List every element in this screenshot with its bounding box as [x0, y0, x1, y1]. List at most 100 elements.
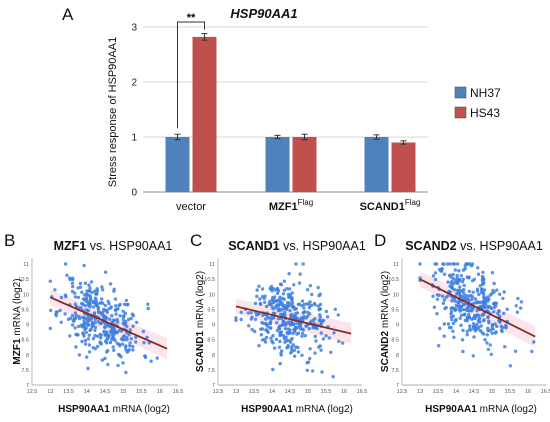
- scatter-point: [81, 331, 85, 335]
- scatter-point: [300, 316, 304, 320]
- scatter-point: [155, 356, 159, 360]
- scatter-point: [89, 280, 94, 284]
- scatter-point: [461, 328, 465, 333]
- scatter-point: [101, 288, 105, 292]
- scatter-point: [264, 335, 269, 340]
- scatter-point: [100, 297, 104, 301]
- scatter-point: [455, 276, 459, 280]
- scatter-point: [267, 302, 271, 307]
- scatter-point: [59, 320, 63, 324]
- scatter-point: [290, 291, 294, 295]
- scatter-point: [49, 308, 53, 313]
- scatter-point: [433, 277, 438, 282]
- scatter-point: [297, 281, 302, 285]
- y-tick-label: 10.5: [204, 277, 215, 283]
- scatter-point: [321, 337, 326, 341]
- scatter-y-label: SCAND1 mRNA (log2): [195, 271, 206, 372]
- scatter-point: [438, 326, 442, 331]
- scatter-point: [48, 326, 52, 331]
- scatter-point: [442, 272, 447, 276]
- scatter-point: [250, 327, 254, 332]
- scatter-point: [110, 328, 114, 332]
- scatter-point: [275, 291, 280, 296]
- bar-hs43-1: [292, 137, 317, 192]
- scatter-point: [261, 313, 265, 318]
- scatter-point: [283, 310, 287, 314]
- y-tick-label: 11: [393, 262, 399, 268]
- scatter-point: [276, 303, 280, 307]
- scatter-point: [120, 342, 125, 346]
- significance-label: **: [187, 12, 196, 24]
- scatter-point: [87, 283, 91, 287]
- x-tick-label: 15: [489, 389, 495, 395]
- y-tick-label: 10: [23, 292, 29, 298]
- scatter-point: [290, 296, 294, 300]
- category-name: SCAND1: [360, 201, 405, 213]
- y-tick-label: 3: [131, 23, 137, 34]
- scatter-point: [121, 318, 126, 322]
- scatter-point: [301, 262, 305, 266]
- scatter-point: [501, 325, 505, 330]
- scatter-point: [275, 321, 279, 325]
- bar-nh37-2: [364, 137, 389, 192]
- scatter-y-label-gene: SCAND2: [380, 331, 391, 373]
- scatter-point: [100, 310, 105, 315]
- scatter-point: [494, 330, 498, 334]
- scatter-point: [105, 341, 109, 345]
- scatter-point: [82, 321, 87, 326]
- scatter-point: [127, 348, 131, 352]
- x-tick-label: 15.5: [505, 389, 516, 395]
- scatter-point: [446, 280, 450, 284]
- scatter-point: [58, 308, 62, 313]
- scatter-point: [481, 299, 485, 304]
- scatter-point: [467, 289, 472, 293]
- scatter-point: [444, 305, 448, 310]
- scatter-point: [310, 292, 314, 297]
- scatter-point: [71, 277, 75, 282]
- scatter-point: [476, 325, 481, 329]
- scatter-point: [81, 297, 86, 301]
- scatter-point: [280, 296, 285, 301]
- scatter-point: [446, 294, 450, 298]
- scatter-point: [478, 320, 482, 324]
- scatter-point: [318, 302, 323, 307]
- scatter-point: [461, 277, 465, 281]
- category-label: SCAND1Flag: [360, 198, 421, 213]
- scatter-point: [106, 362, 110, 367]
- scatter-point: [68, 276, 72, 280]
- scatter-point: [300, 353, 304, 357]
- trend-line: [419, 278, 536, 338]
- scatter-point: [449, 312, 453, 316]
- scatter-point: [83, 303, 87, 308]
- scatter-point: [313, 351, 317, 355]
- scatter-point: [96, 306, 101, 311]
- scatter-point: [260, 294, 265, 299]
- scatter-point: [285, 287, 289, 291]
- scatter-point: [112, 287, 116, 291]
- scatter-point: [464, 262, 468, 266]
- scatter-point: [433, 262, 437, 266]
- scatter-point: [495, 288, 499, 292]
- scatter-point: [490, 331, 494, 335]
- scatter-point: [439, 269, 444, 273]
- scatter-point: [490, 292, 494, 296]
- scatter-point: [498, 292, 502, 296]
- scatter-point: [508, 364, 513, 368]
- scatter-point: [83, 338, 88, 343]
- scatter-point: [282, 288, 287, 292]
- x-tick-label: 12.5: [27, 389, 38, 395]
- scatter-point: [478, 284, 482, 288]
- scatter-point: [84, 330, 89, 335]
- trend-line: [49, 296, 168, 350]
- scatter-point: [112, 318, 117, 323]
- scatter-point: [294, 262, 298, 266]
- scatter-point: [285, 300, 290, 305]
- scatter-point: [278, 302, 283, 307]
- x-tick-label: 13.5: [433, 389, 444, 395]
- scatter-x-label: HSP90AA1 mRNA (log2): [425, 404, 537, 415]
- scatter-point: [267, 300, 272, 304]
- scatter-point: [125, 303, 129, 307]
- scatter-point: [287, 287, 292, 291]
- scatter-point: [77, 316, 82, 321]
- scatter-point: [289, 338, 293, 342]
